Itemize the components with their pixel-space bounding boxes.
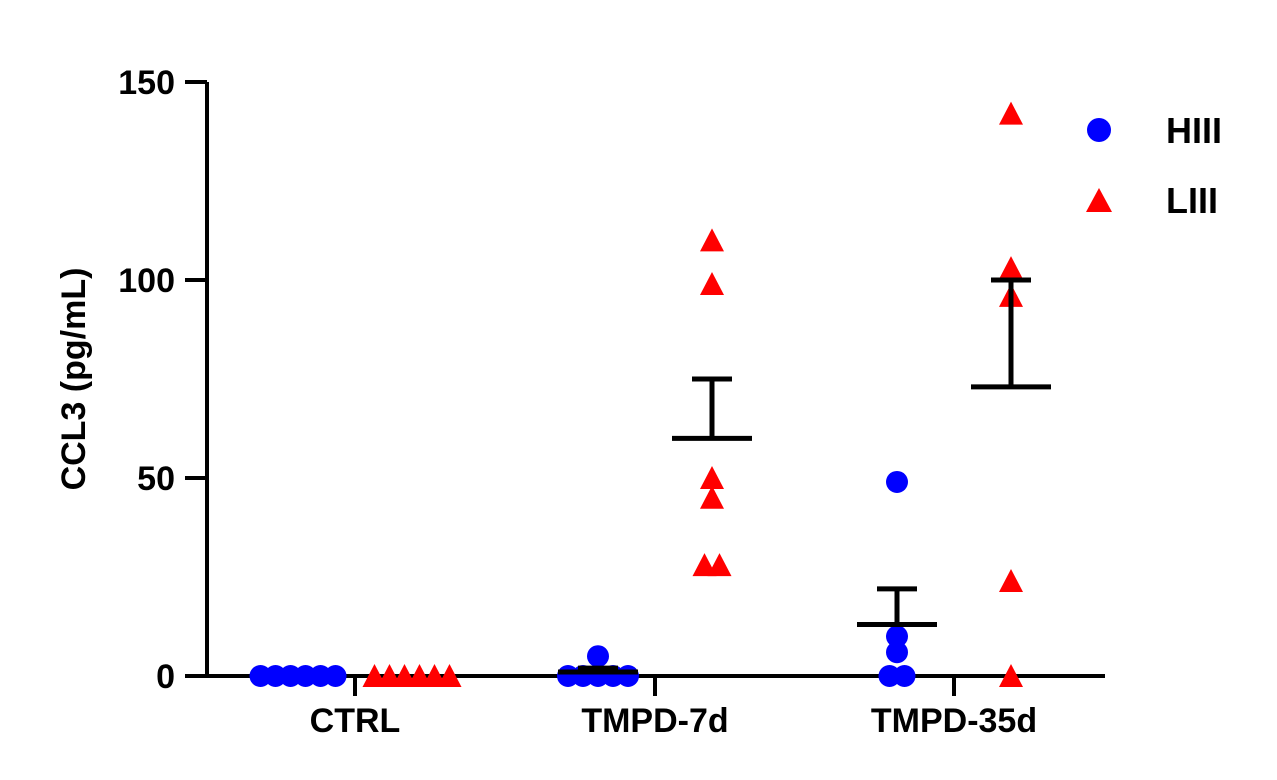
data-point-hiii [617,665,639,687]
x-axis: CTRL TMPD-7d TMPD-35d [207,674,1105,740]
data-point-liii [999,664,1023,687]
data-point-liii [999,101,1023,125]
y-tick-label: 0 [156,658,175,696]
legend: HIII LIII [1086,110,1222,221]
data-point-liii [700,466,724,489]
legend-marker-liii [1086,188,1112,212]
data-point-liii [700,228,724,252]
data-point-hiii [886,470,908,493]
x-tick-label: TMPD-35d [871,702,1037,740]
data-point-liii [999,568,1023,592]
legend-label-liii: LIII [1166,180,1218,221]
data-point-hiii [587,645,609,668]
data-point-hiii [886,625,908,648]
data-point-hiii [886,641,908,664]
legend-marker-hiii [1087,118,1111,142]
legend-label-hiii: HIII [1166,110,1222,151]
data-point-liii [700,485,724,509]
x-tick-label: TMPD-7d [581,702,728,740]
data-point-liii [999,256,1023,280]
data-point-liii [437,664,462,687]
x-tick-label: CTRL [310,702,401,740]
data-point-hiii [893,665,916,687]
data-point-hiii [324,665,347,687]
y-tick-label: 150 [118,64,175,102]
y-tick-label: 50 [137,460,175,498]
y-axis: 0 50 100 150 [118,64,209,696]
data-point-liii [707,553,732,577]
y-tick-label: 100 [118,262,175,300]
data-point-liii [700,271,724,295]
y-axis-title: CCL3 (pg/mL) [55,268,93,491]
